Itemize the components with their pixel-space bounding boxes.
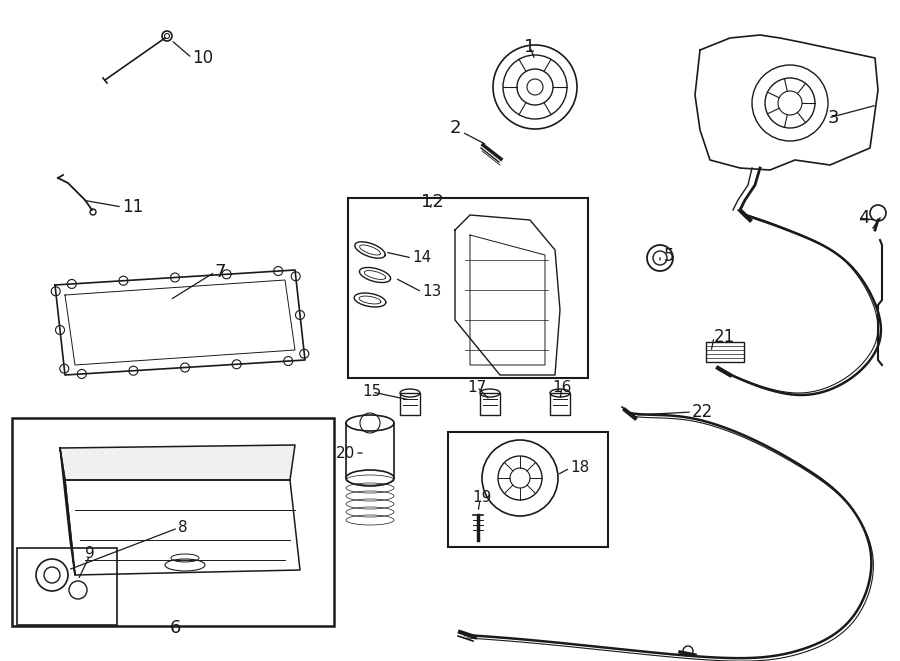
Text: 11: 11 — [122, 198, 143, 216]
Text: 16: 16 — [553, 379, 572, 395]
Bar — [348, 198, 588, 378]
Polygon shape — [60, 445, 295, 480]
Polygon shape — [60, 448, 75, 575]
Text: 18: 18 — [570, 461, 590, 475]
Text: 17: 17 — [467, 379, 487, 395]
Bar — [12, 418, 334, 626]
Text: 10: 10 — [192, 49, 213, 67]
Bar — [400, 393, 420, 415]
Bar — [480, 393, 500, 415]
Bar — [448, 432, 608, 547]
Bar — [550, 393, 570, 415]
Bar — [17, 548, 117, 625]
Text: 5: 5 — [664, 247, 674, 265]
Text: 19: 19 — [472, 490, 491, 506]
Text: 21: 21 — [714, 328, 735, 346]
Text: 9: 9 — [86, 545, 94, 561]
Text: 14: 14 — [412, 251, 431, 266]
Text: 20: 20 — [336, 446, 355, 461]
Polygon shape — [455, 215, 560, 375]
Text: 2: 2 — [449, 119, 461, 137]
Text: 22: 22 — [692, 403, 713, 421]
Text: 6: 6 — [169, 619, 181, 637]
Text: 13: 13 — [422, 284, 441, 299]
Text: 1: 1 — [525, 38, 535, 56]
Text: 8: 8 — [178, 520, 187, 535]
Text: 12: 12 — [420, 193, 444, 211]
Text: 3: 3 — [828, 109, 840, 127]
Bar — [706, 342, 744, 362]
Text: 4: 4 — [858, 209, 869, 227]
Polygon shape — [695, 35, 878, 170]
Text: 15: 15 — [363, 385, 382, 399]
Polygon shape — [65, 480, 300, 575]
Text: 7: 7 — [215, 263, 227, 281]
